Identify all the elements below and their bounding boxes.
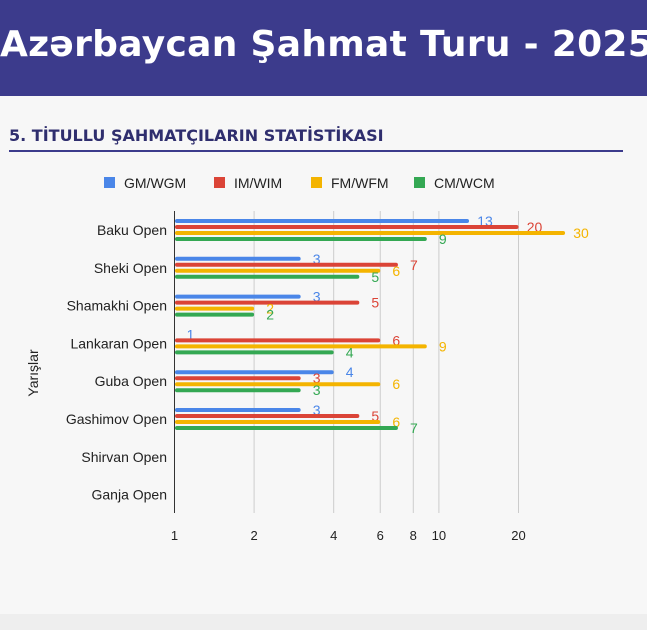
bar (175, 370, 334, 375)
x-tick-label: 6 (377, 528, 384, 543)
data-label: 6 (392, 332, 400, 348)
legend-swatch (104, 177, 115, 188)
bar (175, 225, 519, 229)
bar (175, 382, 381, 387)
category-label: Guba Open (95, 373, 167, 389)
data-label: 3 (313, 370, 321, 386)
category-label: Sheki Open (94, 260, 167, 276)
data-label: 3 (313, 289, 321, 305)
data-label: 2 (266, 307, 274, 323)
bar-chart: 1 2 4 6 8 10 20 GM/WGM IM/WIM FM/WFM CM/WCM Yarışla… (25, 175, 589, 543)
data-label: 5 (371, 295, 379, 311)
data-label: 4 (346, 364, 354, 380)
x-tick-label: 4 (330, 528, 337, 543)
footer-band (0, 614, 647, 630)
bar (175, 414, 360, 418)
bar (175, 294, 301, 299)
bar (175, 312, 255, 317)
bar (175, 338, 381, 343)
data-label: 7 (410, 257, 418, 273)
bar (175, 231, 566, 235)
data-label: 7 (410, 420, 418, 436)
category-label: Lankaran Open (70, 335, 167, 351)
bar (175, 376, 301, 381)
bar (175, 420, 381, 424)
bar (175, 426, 398, 430)
data-label: 3 (313, 402, 321, 418)
data-label: 6 (392, 263, 400, 279)
legend-swatch (311, 177, 322, 188)
section-divider (9, 150, 623, 152)
category-label: Shamakhi Open (67, 298, 167, 314)
category-label: Gashimov Open (66, 411, 167, 427)
legend-swatch (214, 177, 225, 188)
bar (175, 219, 470, 223)
data-label: 6 (392, 414, 400, 430)
x-tick-label: 2 (250, 528, 257, 543)
bar (175, 306, 255, 311)
bar (175, 408, 301, 412)
bar (175, 256, 301, 261)
bar (175, 388, 301, 393)
section-title: 5. TİTULLU ŞAHMATÇILARIN STATİSTİKASI (9, 126, 384, 145)
data-label: 1 (187, 326, 195, 342)
bar (175, 268, 381, 273)
data-label: 3 (313, 251, 321, 267)
data-label: 5 (371, 269, 379, 285)
legend-swatch (414, 177, 425, 188)
data-label: 30 (573, 225, 589, 241)
legend-label: IM/WIM (234, 175, 282, 191)
x-tick-label: 1 (171, 528, 178, 543)
x-tick-label: 10 (432, 528, 446, 543)
data-label: 5 (371, 408, 379, 424)
page-title: Azərbaycan Şahmat Turu - 2025 (0, 24, 647, 65)
x-tick-label: 8 (410, 528, 417, 543)
legend-label: CM/WCM (434, 175, 495, 191)
bar (175, 262, 398, 267)
header-banner: Azərbaycan Şahmat Turu - 2025 (0, 0, 647, 96)
data-label: 2 (266, 301, 274, 317)
data-label: 9 (439, 338, 447, 354)
data-label: 3 (313, 382, 321, 398)
data-label: 4 (346, 344, 354, 360)
data-label: 6 (392, 376, 400, 392)
category-label: Baku Open (97, 222, 167, 238)
data-label: 9 (439, 231, 447, 247)
bar (175, 350, 334, 355)
bar (175, 300, 360, 305)
legend-label: FM/WFM (331, 175, 389, 191)
legend-label: GM/WGM (124, 175, 186, 191)
category-label: Ganja Open (92, 487, 168, 503)
bar (175, 344, 427, 349)
bar (175, 274, 360, 279)
category-label: Shirvan Open (81, 449, 167, 465)
y-axis-title: Yarışlar (25, 349, 41, 397)
bar (175, 237, 427, 241)
x-tick-label: 20 (511, 528, 525, 543)
